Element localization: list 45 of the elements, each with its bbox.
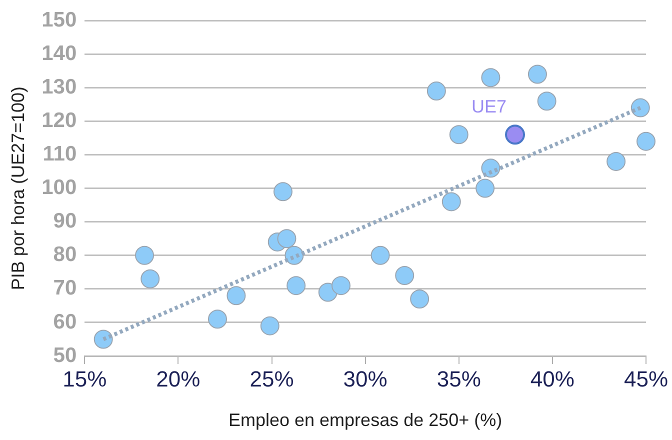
- point: [476, 178, 495, 198]
- point: [505, 124, 526, 145]
- point: [135, 246, 154, 265]
- y-tick-label: 80: [53, 243, 77, 266]
- point: [442, 192, 461, 212]
- point: [140, 269, 160, 288]
- point: [226, 286, 246, 306]
- y-tick-label: 50: [53, 344, 77, 367]
- y-tick-label: 120: [42, 109, 77, 132]
- x-tick-label: 40%: [530, 366, 574, 392]
- point: [606, 152, 626, 171]
- y-tick-label: 60: [53, 310, 77, 334]
- point: [331, 276, 350, 296]
- point: [277, 229, 296, 248]
- x-tick-label: 30%: [343, 366, 388, 392]
- y-tick-label: 150: [42, 8, 77, 32]
- point: [273, 182, 292, 202]
- point: [636, 132, 656, 151]
- point: [449, 125, 468, 144]
- point: [410, 289, 430, 308]
- point: [208, 310, 227, 329]
- point: [481, 68, 500, 88]
- x-tick-label: 45%: [624, 366, 668, 392]
- point: [537, 92, 556, 111]
- x-tick-label: 35%: [436, 366, 481, 392]
- y-tick-label: 130: [42, 75, 77, 98]
- series-label: UE7: [472, 96, 507, 117]
- point: [286, 276, 306, 296]
- x-tick-label: 15%: [62, 366, 107, 392]
- point: [395, 266, 414, 286]
- y-tick-label: 70: [53, 276, 77, 300]
- point: [94, 330, 113, 349]
- point: [426, 82, 446, 101]
- point: [370, 246, 390, 265]
- y-tick-label: 140: [42, 42, 77, 65]
- y-axis-title: PIB por hora (UE27=100): [8, 86, 28, 290]
- point: [528, 64, 547, 84]
- point: [630, 98, 650, 118]
- x-axis-title: Empleo en empresas de 250+ (%): [228, 410, 502, 430]
- x-tick-label: 20%: [156, 366, 200, 392]
- x-tick-label: 25%: [250, 366, 294, 392]
- point: [260, 316, 280, 336]
- y-tick-label: 100: [42, 176, 77, 200]
- y-tick-label: 110: [42, 142, 77, 166]
- y-tick-label: 90: [53, 210, 77, 233]
